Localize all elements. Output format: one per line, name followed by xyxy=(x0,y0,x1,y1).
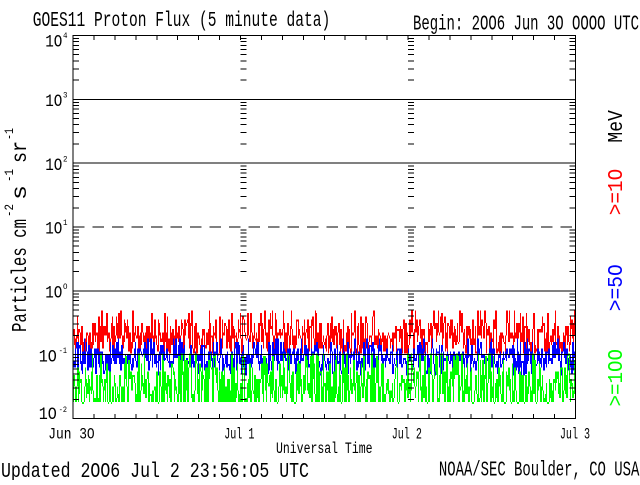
svg-text:-2: -2 xyxy=(59,405,67,415)
svg-text:4: 4 xyxy=(63,31,68,41)
svg-text:Jul 2: Jul 2 xyxy=(392,425,422,443)
svg-text:>=1O: >=1O xyxy=(605,169,629,215)
svg-text:Particles cm: Particles cm xyxy=(9,219,33,332)
svg-text:Jun 3O: Jun 3O xyxy=(48,425,94,443)
svg-text:1O: 1O xyxy=(45,32,62,52)
svg-text:Jul 1: Jul 1 xyxy=(224,425,254,443)
svg-text:O: O xyxy=(63,282,68,292)
svg-text:Universal Time: Universal Time xyxy=(276,440,373,458)
svg-text:-1: -1 xyxy=(2,169,17,182)
svg-text:2: 2 xyxy=(63,154,68,164)
svg-text:-1: -1 xyxy=(59,346,67,356)
svg-text:MeV: MeV xyxy=(605,110,629,143)
svg-text:1O: 1O xyxy=(39,405,57,425)
svg-text:1O: 1O xyxy=(45,220,62,240)
svg-text:-2: -2 xyxy=(2,204,17,217)
svg-text:1O: 1O xyxy=(39,347,57,367)
svg-text:s: s xyxy=(9,185,33,200)
svg-text:Begin: 2OO6 Jun 3O OOOO UTC: Begin: 2OO6 Jun 3O OOOO UTC xyxy=(413,13,639,37)
svg-text:-1: -1 xyxy=(2,128,17,140)
svg-text:Updated 2OO6 Jul 2 23:56:O5 U: Updated 2OO6 Jul 2 23:56:O5 UTC xyxy=(1,460,309,480)
svg-text:1: 1 xyxy=(63,218,68,228)
svg-text:1O: 1O xyxy=(45,92,62,112)
svg-text:sr: sr xyxy=(9,141,33,163)
svg-text:NOAA/SEC Boulder, CO USA: NOAA/SEC Boulder, CO USA xyxy=(439,458,639,480)
svg-text:3: 3 xyxy=(63,91,68,101)
svg-text:Jul 3: Jul 3 xyxy=(560,425,590,443)
svg-text:1O: 1O xyxy=(45,283,62,303)
svg-text:>=1OO: >=1OO xyxy=(605,349,629,407)
svg-text:1O: 1O xyxy=(45,156,62,176)
svg-text:>=5O: >=5O xyxy=(605,264,629,311)
svg-text:GOES11 Proton Flux (5 minute d: GOES11 Proton Flux (5 minute data) xyxy=(33,9,331,33)
